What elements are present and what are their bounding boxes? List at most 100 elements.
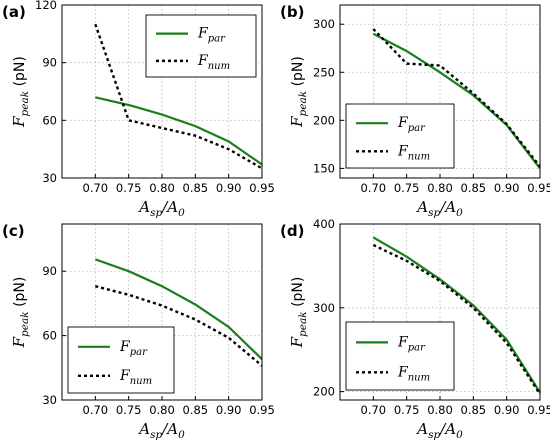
x-tick-label: 0.90 xyxy=(216,181,242,195)
x-tick-label: 0.95 xyxy=(527,181,550,195)
x-axis-label-main: A xyxy=(137,198,150,216)
legend-entry-main: F xyxy=(197,53,209,69)
x-tick-label: 0.75 xyxy=(394,181,420,195)
x-tick-label: 0.80 xyxy=(427,181,453,195)
y-tick-label: 60 xyxy=(42,329,57,343)
panel-label: (c) xyxy=(2,222,25,240)
legend-entry-sub: par xyxy=(208,34,226,45)
x-axis-label-main: A xyxy=(415,420,428,438)
series-line-par xyxy=(372,236,541,394)
legend-entry-main: F xyxy=(397,334,409,350)
legend-frame xyxy=(67,326,175,394)
legend-entry-num: Fnum xyxy=(397,143,430,162)
series-line-num xyxy=(95,285,263,367)
x-tick-label: 0.85 xyxy=(183,403,209,417)
chart-panel-3: 0.70 0.75 0.80 0.85 0.90 0.95 30 60 90 (c) Asp/A0 F… xyxy=(2,222,275,441)
legend-entry-num: Fnum xyxy=(119,368,152,387)
x-axis-label-main: A xyxy=(137,420,150,438)
x-tick-label: 0.80 xyxy=(427,403,453,417)
x-axis-label: Asp/A0 xyxy=(415,198,463,219)
legend-entry-main: F xyxy=(397,364,409,380)
y-axis-label-sub: peak xyxy=(297,311,309,337)
y-axis-label-unit: (pN) xyxy=(290,56,306,91)
y-axis-label-main: F xyxy=(10,336,28,348)
x-axis-label-sub: sp xyxy=(428,207,440,219)
legend-entry-main: F xyxy=(397,115,409,131)
y-tick-label: 200 xyxy=(313,385,335,399)
x-axis-label: Asp/A0 xyxy=(137,420,185,441)
y-axis-label-sub: peak xyxy=(297,91,309,117)
x-tick-label: 0.80 xyxy=(149,403,175,417)
x-tick-label: 0.75 xyxy=(116,403,142,417)
legend-entry-main: F xyxy=(197,26,209,42)
y-axis-label-unit: (pN) xyxy=(12,277,28,312)
legend-entry-sub: par xyxy=(408,123,426,134)
legend-entry-sub: num xyxy=(408,151,430,162)
panel-label: (d) xyxy=(280,222,304,240)
series-line-num xyxy=(94,23,263,170)
y-tick-label: 400 xyxy=(313,217,335,231)
y-axis-label-main: F xyxy=(10,116,28,128)
plot-frame xyxy=(339,4,541,179)
x-tick-label: 0.75 xyxy=(116,181,142,195)
x-tick-label: 0.90 xyxy=(494,403,520,417)
series-line-par xyxy=(94,258,263,360)
legend-entry-sub: par xyxy=(130,347,148,358)
y-tick-label: 30 xyxy=(42,393,57,407)
panel-label: (a) xyxy=(2,3,26,21)
x-axis-label: Asp/A0 xyxy=(137,198,185,219)
y-tick-label: 300 xyxy=(313,301,335,315)
chart-panel-4: 0.70 0.75 0.80 0.85 0.90 0.95 200 300 400 (d) Asp/… xyxy=(280,217,550,441)
y-tick-label: 150 xyxy=(313,161,335,175)
plot-frame xyxy=(339,223,541,401)
chart-panel-2: 0.70 0.75 0.80 0.85 0.90 0.95 150 200 250 300 (b) A… xyxy=(280,3,550,219)
x-tick-label: 0.95 xyxy=(527,403,550,417)
legend-entry-num: Fnum xyxy=(397,364,430,383)
y-axis-label-sub: peak xyxy=(19,91,31,117)
legend-entry-sub: num xyxy=(208,61,230,72)
legend-entry-num: Fnum xyxy=(197,53,230,72)
y-axis-label-unit: (pN) xyxy=(290,277,306,312)
legend-entry-par: Fpar xyxy=(197,26,226,45)
legend-entry-main: F xyxy=(119,339,131,355)
y-axis-label-sub: peak xyxy=(19,311,31,337)
legend-frame xyxy=(145,14,257,78)
legend-entry-sub: par xyxy=(408,342,426,353)
x-tick-label: 0.90 xyxy=(494,181,520,195)
y-tick-label: 250 xyxy=(313,65,335,79)
series-line-num xyxy=(372,243,542,395)
x-tick-label: 0.95 xyxy=(249,403,275,417)
x-tick-label: 0.85 xyxy=(183,181,209,195)
x-tick-label: 0.70 xyxy=(361,181,387,195)
x-axis-label-mid: /A xyxy=(160,198,178,216)
x-tick-label: 0.80 xyxy=(149,181,175,195)
x-tick-label: 0.90 xyxy=(216,403,242,417)
x-axis-label-sub: 0 xyxy=(178,207,185,219)
chart-panel-1: 0.70 0.75 0.80 0.85 0.90 0.95 30 60 90 120 (a) Asp/… xyxy=(2,0,275,219)
legend-entry-par: Fpar xyxy=(397,115,426,134)
x-axis-label-sub: 0 xyxy=(178,429,185,441)
x-tick-label: 0.70 xyxy=(83,403,109,417)
x-tick-label: 0.85 xyxy=(461,181,487,195)
panel-label: (b) xyxy=(280,3,304,21)
legend-frame xyxy=(345,321,455,391)
legend-entry-sub: num xyxy=(408,372,430,383)
y-tick-label: 60 xyxy=(42,113,57,127)
legend-entry-par: Fpar xyxy=(119,339,148,358)
series-line-num xyxy=(372,28,541,168)
plot-frame xyxy=(61,223,263,401)
y-tick-label: 90 xyxy=(42,56,57,70)
x-axis-label: Asp/A0 xyxy=(415,420,463,441)
y-tick-label: 200 xyxy=(313,113,335,127)
x-axis-label-sub: 0 xyxy=(456,429,463,441)
y-tick-label: 120 xyxy=(35,0,57,12)
x-tick-label: 0.70 xyxy=(361,403,387,417)
legend-entry-sub: num xyxy=(130,376,152,387)
x-axis-label-sub: sp xyxy=(150,207,162,219)
x-axis-label-mid: /A xyxy=(438,198,456,216)
y-axis-label: Fpeak (pN) xyxy=(288,277,309,349)
x-axis-label-main: A xyxy=(415,198,428,216)
y-axis-label: Fpeak (pN) xyxy=(288,56,309,128)
